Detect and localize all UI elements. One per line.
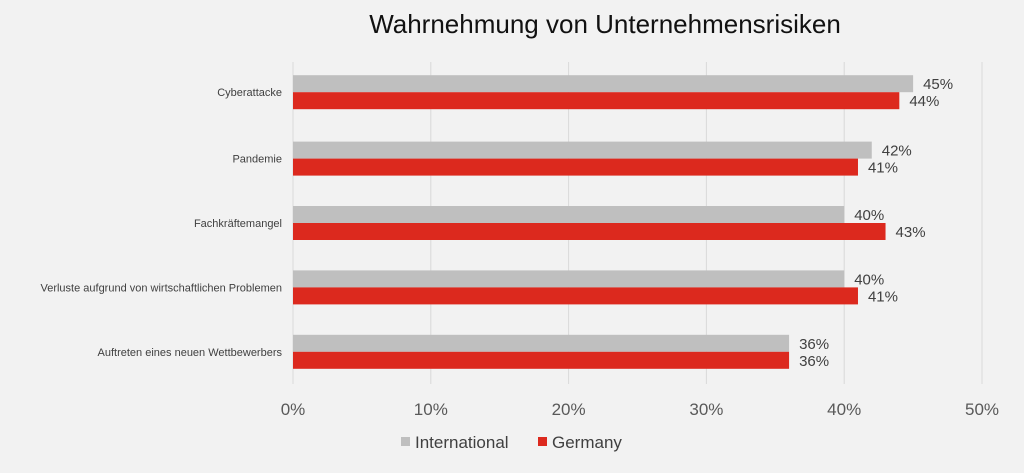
bar-international [293, 75, 914, 93]
bar-germany [293, 158, 858, 176]
legend-swatch-germany [538, 437, 547, 446]
x-tick-label: 20% [552, 400, 586, 419]
data-label: 40% [854, 271, 884, 288]
data-label: 36% [799, 353, 829, 370]
category-label: Pandemie [232, 154, 282, 166]
bars: 45%44%42%41%40%43%40%41%36%36% [293, 75, 953, 370]
bar-germany [293, 287, 858, 305]
data-label: 36% [799, 336, 829, 353]
data-label: 41% [868, 288, 898, 305]
chart-title: Wahrnehmung von Unternehmensrisiken [369, 9, 841, 39]
category-label: Cyberattacke [217, 87, 282, 99]
bar-international [293, 334, 790, 352]
bar-international [293, 141, 872, 159]
category-label: Fachkräftemangel [194, 218, 282, 230]
data-label: 45% [923, 76, 953, 93]
category-label: Verluste aufgrund von wirtschaftlichen P… [40, 282, 282, 294]
data-label: 41% [868, 160, 898, 177]
legend: International Germany [401, 433, 622, 452]
bar-germany [293, 223, 886, 240]
bar-germany [293, 92, 900, 110]
bar-international [293, 206, 845, 223]
category-labels: Cyberattacke Pandemie Fachkräftemangel Verl… [40, 87, 282, 359]
category-label: Auftreten eines neuen Wettbewerbers [98, 347, 283, 359]
x-tick-label: 30% [689, 400, 723, 419]
bar-germany [293, 351, 790, 369]
legend-swatch-international [401, 437, 410, 446]
legend-label: Germany [552, 433, 622, 452]
data-label: 44% [909, 93, 939, 110]
data-label: 42% [882, 143, 912, 160]
bar-international [293, 270, 845, 288]
x-tick-labels: 0% 10% 20% 30% 40% 50% [281, 400, 999, 419]
x-tick-label: 40% [827, 400, 861, 419]
x-tick-label: 50% [965, 400, 999, 419]
data-label: 43% [896, 224, 926, 241]
legend-label: International [415, 433, 509, 452]
x-tick-label: 10% [414, 400, 448, 419]
data-label: 40% [854, 207, 884, 224]
x-tick-label: 0% [281, 400, 306, 419]
